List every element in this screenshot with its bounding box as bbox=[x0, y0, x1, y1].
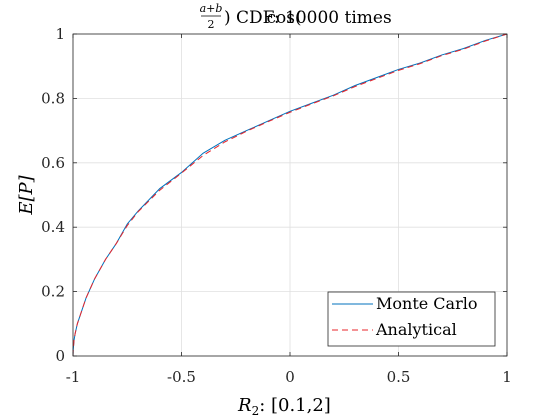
y-tick-label: 0 bbox=[55, 347, 65, 365]
tick-labels: -1 -0.5 0 0.5 1 0 0.2 0.4 0.6 0.8 1 bbox=[41, 25, 512, 386]
title-frac-num: a+b bbox=[200, 2, 223, 15]
legend: Monte Carlo Analytical bbox=[327, 291, 496, 347]
x-tick-label: 0.5 bbox=[387, 368, 411, 386]
legend-label-analytical: Analytical bbox=[375, 320, 457, 339]
x-tick-label: -1 bbox=[66, 368, 81, 386]
title-frac-den: 2 bbox=[208, 18, 215, 31]
x-tick-label: -0.5 bbox=[167, 368, 196, 386]
x-tick-label: 0 bbox=[285, 368, 295, 386]
legend-label-monte-carlo: Monte Carlo bbox=[376, 294, 477, 313]
y-tick-label: 1 bbox=[55, 25, 65, 43]
series-layer bbox=[72, 33, 508, 357]
y-tick-label: 0.8 bbox=[41, 89, 65, 107]
y-tick-label: 0.4 bbox=[41, 218, 65, 236]
series-line-analytical bbox=[72, 33, 508, 357]
chart-title: cos( bbox=[266, 8, 301, 28]
y-tick-label: 0.2 bbox=[41, 283, 65, 301]
title-func: cos bbox=[266, 8, 294, 28]
x-tick-label: 1 bbox=[502, 368, 512, 386]
title-fraction: a+b 2 bbox=[200, 2, 223, 31]
y-axis-label: E[P] bbox=[16, 174, 37, 215]
y-tick-label: 0.6 bbox=[41, 154, 65, 172]
title-rest: ) CDF: 10000 times bbox=[224, 8, 392, 28]
legend-box bbox=[327, 291, 496, 347]
ticks bbox=[72, 33, 508, 357]
x-axis-label: R2: [0.1,2] bbox=[237, 395, 331, 418]
title-rest-text: CDF: 10000 times bbox=[236, 8, 392, 28]
